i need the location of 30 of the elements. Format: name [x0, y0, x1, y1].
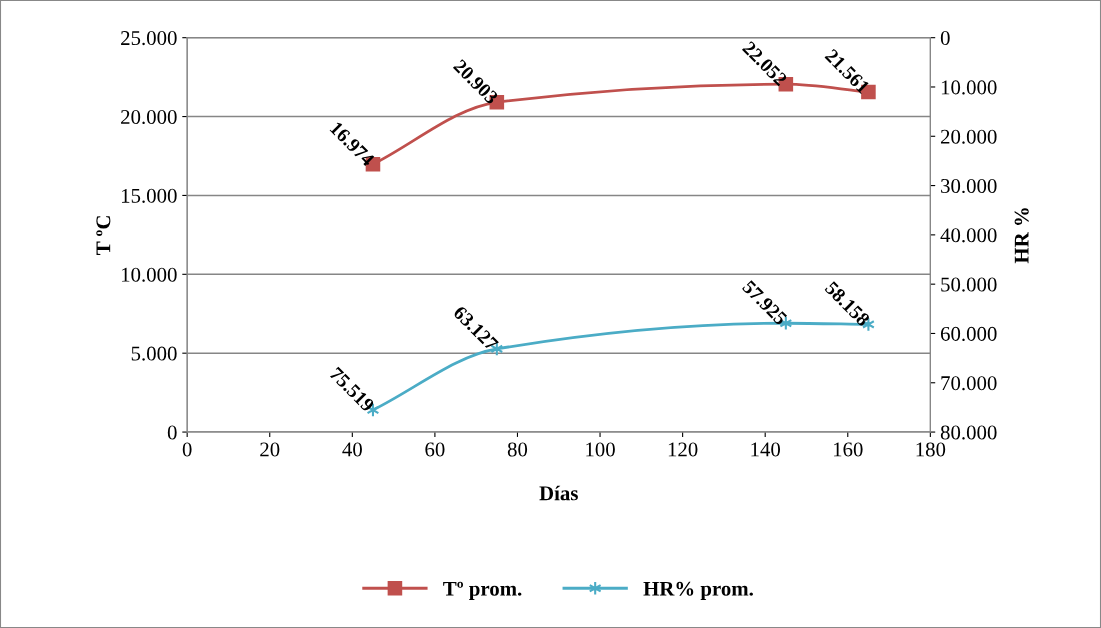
- y2-tick-label: 40.000: [940, 228, 997, 243]
- y-axis-title: T ºC: [96, 216, 111, 255]
- y2-axis-title: HR %: [1014, 208, 1029, 264]
- x-tick-label: 180: [916, 442, 946, 457]
- y-tick-label: 15.000: [121, 188, 177, 203]
- y-tick-label: 10.000: [121, 267, 177, 282]
- y2-tick-label: 20.000: [940, 129, 997, 144]
- x-tick-label: 20: [260, 442, 280, 457]
- y2-tick-label: 0: [940, 31, 950, 46]
- y2-tick-label: 80.000: [940, 425, 997, 440]
- x-tick-label: 100: [586, 442, 615, 457]
- y-tick-label: 25.000: [121, 31, 177, 46]
- x-tick-label: 40: [342, 442, 362, 457]
- legend-label: HR% prom.: [643, 581, 753, 600]
- y-tick-label: 0: [167, 425, 177, 440]
- x-tick-label: 80: [507, 442, 528, 457]
- y2-tick-label: 50.000: [941, 277, 997, 292]
- y-tick-label: 5.000: [131, 346, 177, 361]
- x-tick-label: 120: [668, 442, 698, 457]
- x-tick-label: 160: [833, 442, 863, 457]
- y2-tick-label: 30.000: [941, 178, 997, 194]
- x-axis-title: Días: [539, 485, 578, 501]
- x-tick-label: 140: [751, 442, 781, 457]
- y-tick-label: 20.000: [121, 109, 177, 125]
- legend-label: Tº prom.: [443, 581, 522, 600]
- y2-tick-label: 60.000: [940, 326, 997, 341]
- y2-tick-label: 10.000: [941, 80, 997, 95]
- x-tick-label: 0: [182, 442, 192, 457]
- x-tick-label: 60: [425, 442, 445, 457]
- y2-tick-label: 70.000: [941, 376, 997, 391]
